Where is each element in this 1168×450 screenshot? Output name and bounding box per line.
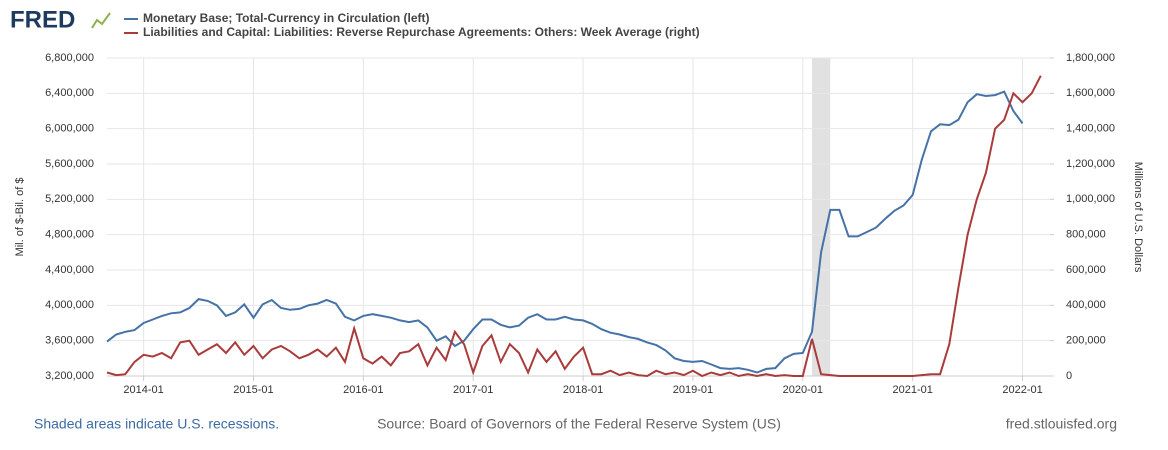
x-tick-label: 2016-01 <box>343 384 383 396</box>
logo-icon <box>91 12 111 29</box>
series-line <box>106 75 1042 378</box>
site-link[interactable]: fred.stlouisfed.org <box>1006 416 1117 432</box>
y2-tick-label: 1,600,000 <box>1066 87 1115 99</box>
y-axis-title: Mil. of $-Bil. of $ <box>14 178 26 257</box>
y-tick-label: 4,400,000 <box>45 264 94 276</box>
y-tick-label: 6,400,000 <box>45 87 94 99</box>
logo: FRED <box>10 6 75 33</box>
x-tick-label: 2020-01 <box>783 384 823 396</box>
series-line <box>106 90 1024 374</box>
y-tick-label: 3,600,000 <box>45 335 94 347</box>
y2-tick-label: 800,000 <box>1066 229 1106 241</box>
y-tick-label: 5,200,000 <box>45 193 94 205</box>
y2-tick-label: 1,000,000 <box>1066 193 1115 205</box>
y2-tick-label: 400,000 <box>1066 299 1106 311</box>
y2-tick-label: 1,400,000 <box>1066 123 1115 135</box>
footnote[interactable]: Shaded areas indicate U.S. recessions. <box>34 416 279 432</box>
x-tick-label: 2022-01 <box>1002 384 1042 396</box>
y2-tick-label: 1,200,000 <box>1066 158 1115 170</box>
y2-tick-label: 1,800,000 <box>1066 52 1115 64</box>
x-tick-label: 2017-01 <box>453 384 493 396</box>
x-tick-label: 2018-01 <box>563 384 603 396</box>
y-tick-label: 4,800,000 <box>45 229 94 241</box>
y-tick-label: 4,000,000 <box>45 299 94 311</box>
x-tick-label: 2015-01 <box>233 384 273 396</box>
legend-label: Monetary Base; Total-Currency in Circula… <box>143 11 429 25</box>
plot-area <box>107 58 1050 376</box>
y2-tick-label: 600,000 <box>1066 264 1106 276</box>
source: Source: Board of Governors of the Federa… <box>377 416 781 432</box>
y2-tick-label: 0 <box>1066 370 1072 382</box>
y-tick-label: 6,800,000 <box>45 52 94 64</box>
y2-tick-label: 200,000 <box>1066 335 1106 347</box>
y2-axis-title: Millions of U.S. Dollars <box>1132 162 1144 273</box>
recession-band <box>811 58 831 376</box>
legend-label: Liabilities and Capital: Liabilities: Re… <box>143 25 700 39</box>
x-tick-label: 2014-01 <box>123 384 163 396</box>
y-tick-label: 6,000,000 <box>45 123 94 135</box>
x-tick-label: 2021-01 <box>892 384 932 396</box>
x-tick-label: 2019-01 <box>673 384 713 396</box>
y-tick-label: 5,600,000 <box>45 158 94 170</box>
y-tick-label: 3,200,000 <box>45 370 94 382</box>
